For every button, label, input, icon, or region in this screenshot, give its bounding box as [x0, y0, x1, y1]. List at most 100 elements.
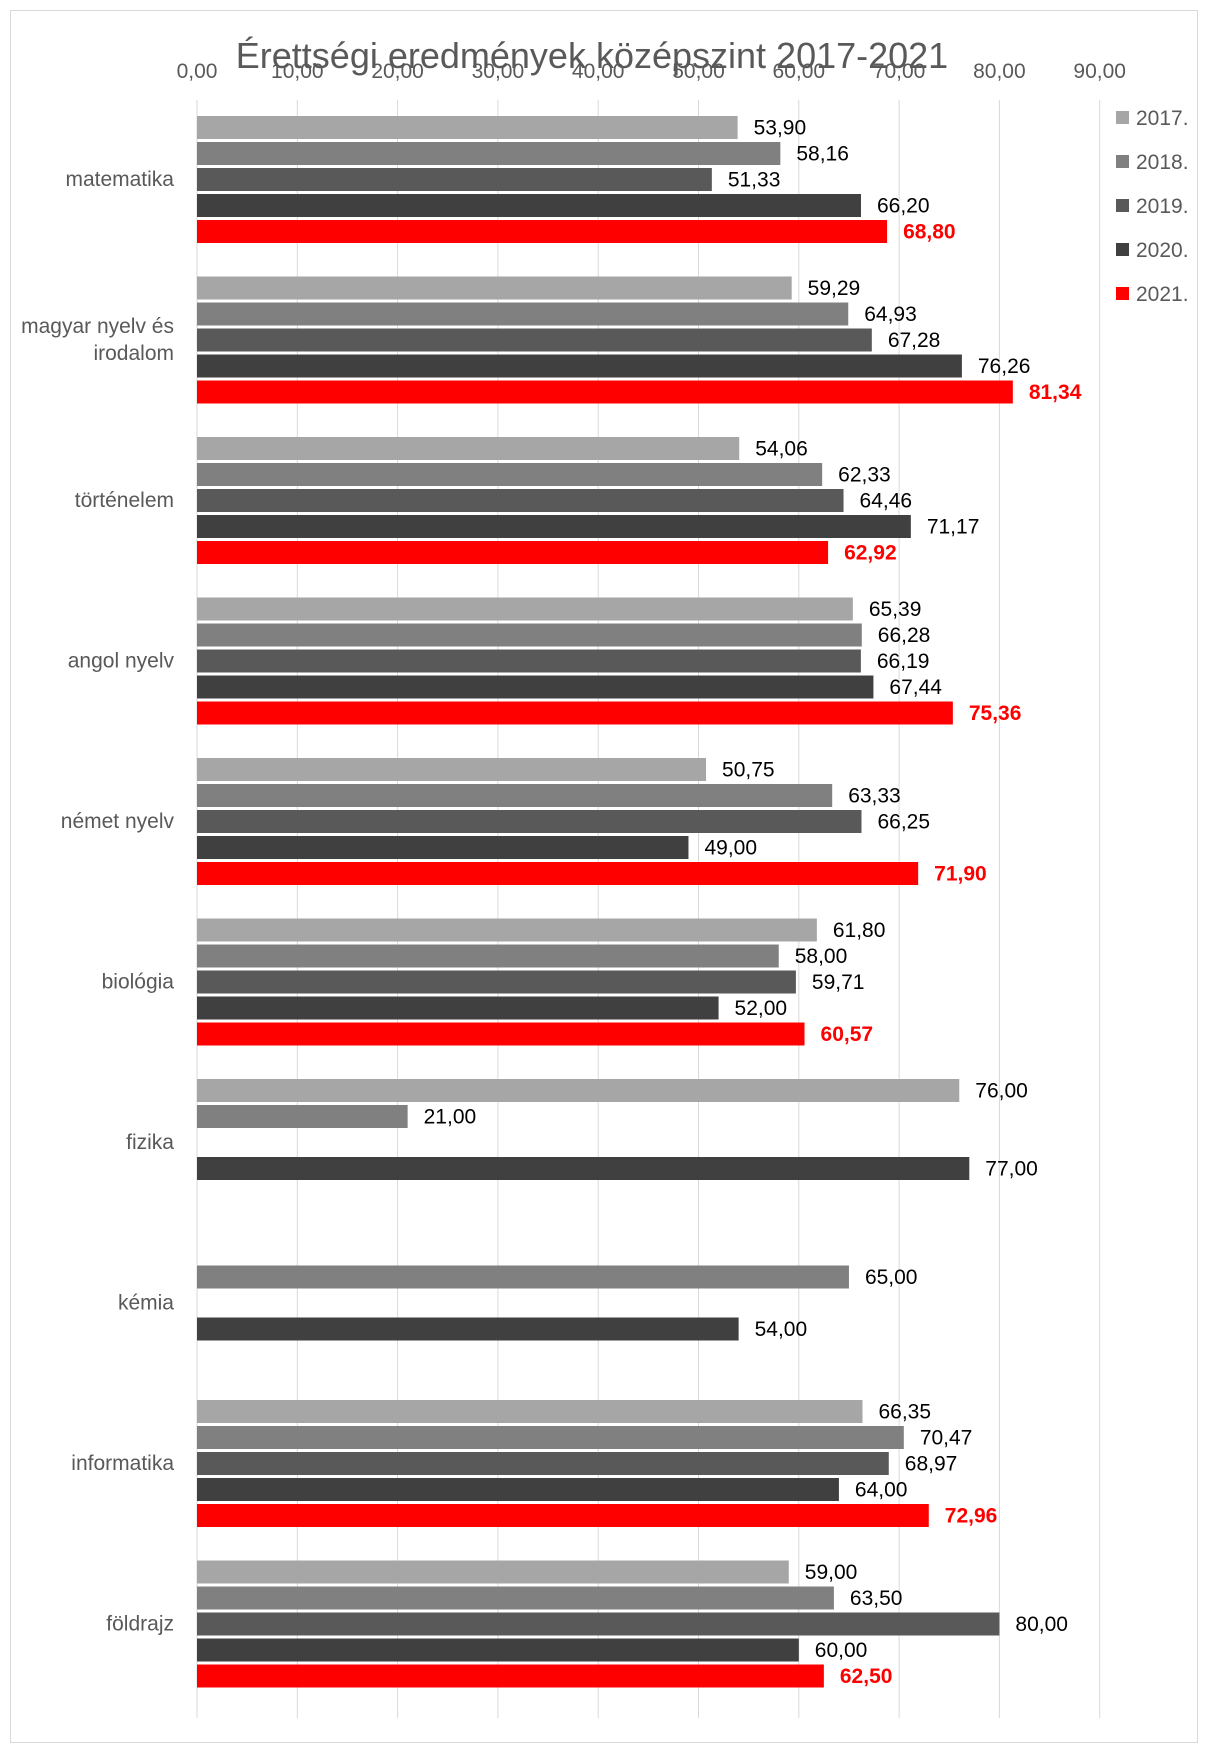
bar [197, 489, 844, 512]
x-tick-label: 0,00 [177, 60, 218, 83]
data-label: 66,19 [877, 650, 930, 673]
legend-swatch [1116, 199, 1129, 212]
data-label: 70,47 [920, 1427, 973, 1450]
bar [197, 675, 874, 699]
data-label: 67,44 [889, 676, 942, 699]
data-label: 66,35 [878, 1401, 931, 1424]
category-label-line: angol nyelv [68, 650, 175, 673]
category-label-line: informatika [71, 1452, 174, 1475]
bar [197, 1400, 863, 1423]
bar [197, 1452, 889, 1475]
bar [197, 1105, 408, 1128]
data-label: 81,34 [1029, 381, 1082, 404]
data-label: 54,00 [755, 1318, 808, 1341]
chart-title: Érettségi eredmények középszint 2017-202… [236, 35, 948, 76]
category-label: biológia [102, 971, 175, 994]
bar [197, 1586, 834, 1610]
bar [197, 597, 853, 621]
category-label-line: biológia [102, 971, 175, 994]
bar [197, 996, 719, 1020]
category-label-line: magyar nyelv és [21, 315, 174, 338]
bar [197, 437, 740, 460]
data-label: 65,00 [865, 1266, 918, 1289]
x-tick-label: 80,00 [973, 60, 1026, 83]
data-label: 60,00 [815, 1639, 868, 1662]
data-label: 21,00 [424, 1106, 477, 1129]
x-tick-label: 70,00 [873, 60, 926, 83]
bar [197, 784, 833, 807]
category-label: fizika [126, 1131, 174, 1154]
bar [197, 623, 862, 647]
bar [197, 1022, 805, 1046]
bar [197, 758, 707, 781]
category-label: kémia [118, 1292, 174, 1315]
data-label: 66,28 [878, 624, 931, 647]
bar [197, 142, 781, 165]
bar [197, 649, 861, 673]
data-label: 58,00 [795, 945, 848, 968]
category-label-line: matematika [65, 168, 174, 191]
bar [197, 918, 817, 942]
data-label: 76,26 [978, 355, 1031, 378]
x-tick-label: 40,00 [572, 60, 625, 83]
data-label: 58,16 [796, 143, 849, 166]
legend-swatch [1116, 287, 1129, 300]
bar [197, 380, 1013, 404]
category-label: informatika [71, 1452, 174, 1475]
bar [197, 1638, 799, 1662]
bar [197, 1560, 789, 1584]
bar [197, 862, 919, 885]
legend-label: 2021. [1136, 283, 1189, 306]
x-tick-label: 50,00 [672, 60, 725, 83]
category-label: földrajz [106, 1613, 174, 1636]
category-label-line: történelem [75, 489, 174, 512]
x-axis-ticks: 0,00 10,00 20,00 30,00 40,00 50,00 60,00 70,00 8… [177, 60, 1126, 83]
category-label-line: fizika [126, 1131, 174, 1154]
x-tick-label: 30,00 [472, 60, 525, 83]
bar [197, 1504, 929, 1527]
legend-label: 2019. [1136, 195, 1189, 218]
data-label: 75,36 [969, 702, 1022, 725]
data-label: 51,33 [728, 169, 781, 192]
data-label: 66,25 [877, 811, 930, 834]
data-label: 63,50 [850, 1587, 903, 1610]
bar [197, 1426, 904, 1449]
bar [197, 1612, 1000, 1636]
data-label: 72,96 [945, 1505, 998, 1528]
bar [197, 220, 888, 243]
category-label-line: német nyelv [61, 810, 175, 833]
data-label: 71,17 [927, 516, 980, 539]
data-label: 67,28 [888, 329, 941, 352]
data-label: 60,57 [821, 1023, 874, 1046]
data-label: 65,39 [869, 598, 922, 621]
data-label: 64,93 [864, 303, 917, 326]
data-label: 59,00 [805, 1561, 858, 1584]
bar [197, 810, 862, 833]
data-label: 49,00 [704, 837, 757, 860]
category-label-line: kémia [118, 1292, 174, 1315]
bar [197, 515, 911, 538]
data-label: 64,46 [860, 490, 913, 513]
data-label: 52,00 [735, 997, 788, 1020]
category-label-line: irodalom [93, 342, 174, 365]
x-tick-label: 60,00 [773, 60, 826, 83]
data-label: 54,06 [755, 438, 808, 461]
legend-swatch [1116, 243, 1129, 256]
data-label: 66,20 [877, 195, 930, 218]
bar [197, 116, 738, 139]
x-tick-label: 10,00 [271, 60, 324, 83]
legend-swatch [1116, 111, 1129, 124]
bar [197, 701, 953, 725]
data-label: 62,50 [840, 1665, 893, 1688]
bar [197, 1265, 849, 1289]
bar [197, 1664, 824, 1688]
bar [197, 1478, 839, 1501]
data-label: 62,92 [844, 542, 897, 565]
data-label: 59,71 [812, 971, 865, 994]
bar [197, 302, 849, 326]
data-label: 80,00 [1015, 1613, 1068, 1636]
legend: 2017. 2018. 2019. 2020. 2021. [1116, 107, 1189, 306]
bar [197, 328, 872, 352]
